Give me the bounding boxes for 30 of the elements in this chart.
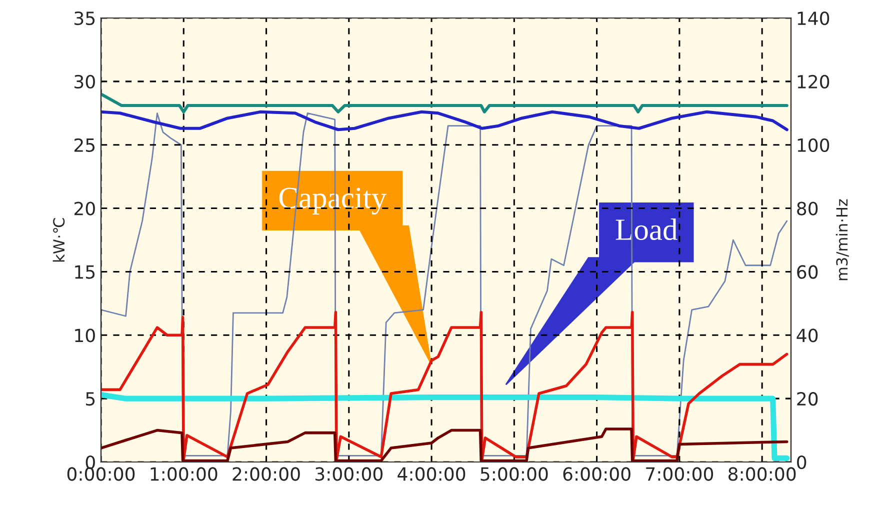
y-tick-label: 5	[86, 392, 95, 406]
annotation: Load	[616, 218, 678, 240]
x-tick-label: 6:00:00	[563, 467, 630, 481]
x-tick-label: 1:00:00	[150, 467, 218, 481]
x-tick-label: 4:00:00	[398, 467, 466, 481]
y2-axis-title: m3/min·Hz	[836, 199, 849, 280]
line-series	[101, 428, 788, 462]
y-tick-label: 20	[74, 202, 95, 216]
y-tick-label: 25	[74, 138, 95, 152]
y-tick-label: 35	[74, 11, 95, 26]
y-tick-label: 15	[75, 265, 95, 279]
y2-tick-label: 100	[798, 138, 830, 152]
x-tick-label: 5:00:00	[480, 467, 548, 481]
y2-tick-label: 60	[797, 265, 818, 279]
y2-tick-label: 20	[797, 392, 818, 406]
x-tick-label: 7:00:00	[646, 467, 714, 481]
y-axis-title: kW·℃	[52, 218, 65, 262]
x-tick-label: 2:00:00	[232, 467, 300, 481]
x-tick-label: 3:00:00	[315, 467, 383, 481]
y-tick-label: 10	[75, 328, 95, 342]
y-tick-label: 30	[74, 74, 95, 89]
x-tick-label: 8:00:00	[728, 467, 796, 481]
line-series	[101, 310, 788, 461]
y2-tick-label: 80	[797, 202, 818, 216]
y2-tick-label: 120	[798, 74, 830, 89]
y2-tick-label: 140	[798, 11, 830, 26]
x-tick-label: 0:00:00	[67, 467, 135, 481]
y2-tick-label: 40	[796, 328, 818, 342]
y2-tick-label: 0	[797, 455, 806, 470]
line-series	[101, 110, 788, 132]
